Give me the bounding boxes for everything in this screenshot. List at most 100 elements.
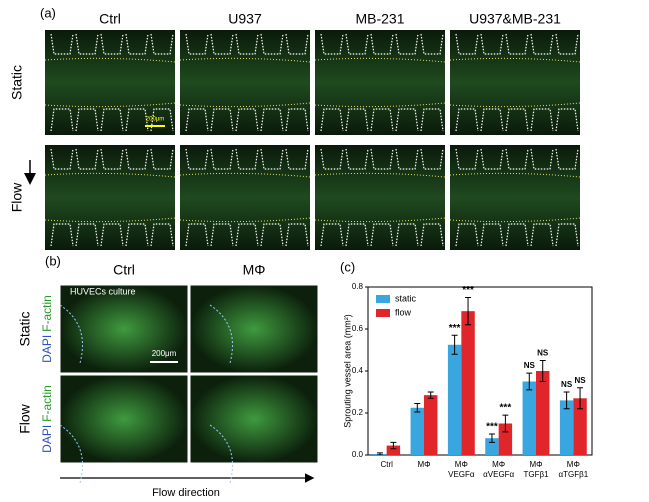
micrograph — [450, 145, 580, 250]
bar — [386, 445, 401, 455]
channel-outline — [455, 223, 479, 247]
channel-outline — [395, 223, 419, 247]
channel-outline — [420, 148, 444, 170]
channel-outline — [530, 223, 554, 247]
channel-outline — [75, 33, 99, 55]
bar — [536, 371, 550, 455]
scale-label: 200μm — [152, 349, 177, 358]
y-tick-label: 0.8 — [352, 282, 364, 291]
channel-outline — [185, 223, 209, 247]
stain-green: F-actin — [40, 385, 54, 422]
channel-outline — [530, 108, 554, 132]
significance: NS — [574, 376, 586, 385]
channel-outline — [210, 148, 234, 170]
x-tick-label: MΦ — [492, 460, 505, 469]
error-bar — [414, 403, 421, 413]
channel-outline — [285, 223, 309, 247]
significance: *** — [486, 422, 498, 433]
x-tick-label: TGFβ1 — [523, 470, 549, 479]
bar — [559, 400, 574, 455]
channel-outline — [320, 33, 344, 55]
channel-outline — [505, 148, 529, 170]
bar — [573, 398, 587, 455]
bar — [461, 311, 475, 455]
channel-outline — [455, 33, 479, 55]
channel-outline — [370, 223, 394, 247]
channel-outline — [320, 223, 344, 247]
channel-outline — [395, 33, 419, 55]
inset-label: HUVECs culture — [70, 286, 136, 296]
error-bar — [526, 372, 533, 391]
channel-outline — [530, 148, 554, 170]
channel-outline — [260, 223, 284, 247]
significance: NS — [524, 361, 536, 370]
micrograph — [180, 145, 310, 250]
legend-label: static — [395, 293, 417, 303]
x-tick-label: VEGFα — [448, 470, 475, 479]
channel-outline — [59, 304, 83, 364]
channel-outline — [395, 108, 419, 132]
channel-outline — [530, 33, 554, 55]
bar — [410, 407, 424, 455]
row-label: Static — [9, 65, 25, 100]
row-label: Flow — [17, 403, 33, 433]
channel-outline — [125, 33, 149, 55]
channel-outline — [555, 33, 579, 55]
channel-outline — [50, 223, 74, 247]
channel-outline — [100, 223, 124, 247]
channel-outline — [210, 108, 234, 132]
row-label: Static — [17, 311, 33, 346]
channel-outline — [285, 148, 309, 170]
stain-blue: DAPI — [40, 425, 54, 453]
x-tick-label: MΦ — [455, 460, 468, 469]
bar — [498, 423, 513, 455]
channel-outline — [185, 108, 209, 132]
channel-outline — [345, 108, 369, 132]
channel-outline — [455, 108, 479, 132]
significance: NS — [537, 349, 549, 358]
channel-outline — [185, 33, 209, 55]
legend-swatch — [376, 309, 390, 317]
channel-outline — [235, 223, 259, 247]
channel-outline — [100, 148, 124, 170]
channel-outline — [210, 33, 234, 55]
error-bar — [390, 441, 397, 450]
channel-outline — [505, 223, 529, 247]
channel-outline — [480, 33, 504, 55]
channel-outline — [50, 33, 74, 55]
x-tick-label: MΦ — [417, 460, 430, 469]
channel-outline — [555, 108, 579, 132]
significance: *** — [462, 285, 474, 296]
stain-label: DAPI F-actin — [40, 385, 54, 453]
significance: *** — [500, 403, 512, 414]
channel-outline — [505, 33, 529, 55]
channel-outline — [455, 148, 479, 170]
micrograph — [189, 284, 319, 374]
channel-outline — [185, 148, 209, 170]
x-tick-label: MΦ — [567, 460, 580, 469]
error-bar — [465, 297, 472, 326]
error-bar — [502, 414, 509, 433]
micrograph — [315, 145, 445, 250]
channel-outline — [260, 148, 284, 170]
channel-outline — [505, 108, 529, 132]
channel-outline — [395, 148, 419, 170]
channel-outline — [345, 33, 369, 55]
x-tick-label: αVEGFα — [483, 470, 514, 479]
column-header: MB-231 — [355, 11, 404, 27]
micrograph — [315, 30, 445, 135]
panel-label: (c) — [340, 259, 355, 274]
row-label: Flow — [9, 182, 25, 212]
channel-outline — [150, 223, 174, 247]
channel-outline — [150, 108, 174, 132]
y-tick-label: 0.4 — [352, 366, 364, 375]
x-tick-label: MΦ — [529, 460, 542, 469]
column-header: Ctrl — [99, 11, 121, 27]
channel-outline — [370, 148, 394, 170]
channel-outline — [100, 33, 124, 55]
channel-outline — [75, 148, 99, 170]
channel-outline — [75, 223, 99, 247]
channel-outline — [125, 108, 149, 132]
stain-blue: DAPI — [40, 335, 54, 363]
channel-outline — [555, 148, 579, 170]
